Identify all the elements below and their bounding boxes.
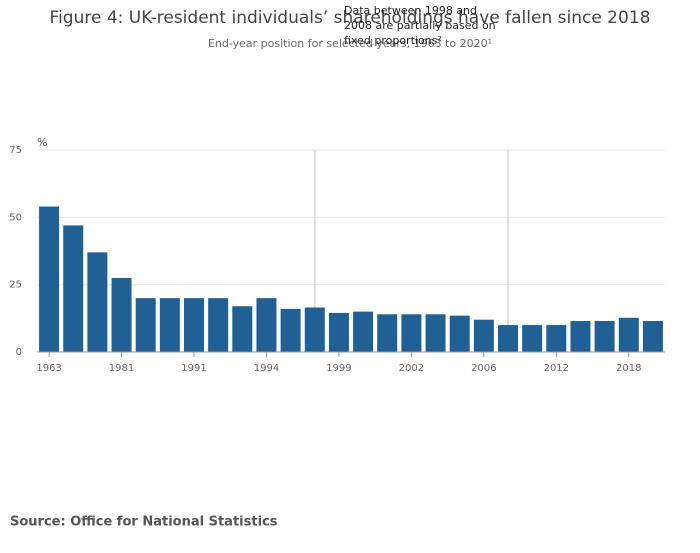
x-tick-label: 2002 <box>399 363 424 374</box>
bar <box>642 321 663 352</box>
bar <box>328 312 349 352</box>
annotation: fixed proportions² <box>344 34 442 47</box>
x-tick-label: 2018 <box>616 363 641 374</box>
y-tick-label: 25 <box>9 280 22 291</box>
y-tick-label: 75 <box>9 145 22 156</box>
x-tick-label: 1991 <box>181 363 206 374</box>
y-tick-label: 0 <box>16 347 22 358</box>
bar <box>159 298 180 352</box>
x-tick-label: 1981 <box>109 363 134 374</box>
annotation: Data between 1998 and <box>344 4 477 17</box>
chart-subtitle: End-year position for selected years, 19… <box>208 37 492 50</box>
bar <box>184 298 204 352</box>
bar <box>618 317 639 352</box>
bar <box>522 325 543 352</box>
source: Source: Office for National Statistics <box>10 515 278 530</box>
bar <box>425 314 446 352</box>
bar <box>353 311 374 352</box>
x-tick-label: 2012 <box>544 363 569 374</box>
chart-title: Figure 4: UK-resident individuals’ share… <box>50 8 651 28</box>
bar <box>208 298 229 352</box>
bar <box>304 307 325 352</box>
bar <box>473 319 494 352</box>
y-axis-label: % <box>37 136 47 149</box>
bar <box>280 308 301 352</box>
bar <box>449 315 470 352</box>
annotation: 2008 are partially based on <box>344 19 496 32</box>
y-tick-label: 50 <box>9 212 22 223</box>
bar <box>135 298 156 352</box>
x-tick-label: 1999 <box>326 363 351 374</box>
bar <box>570 321 591 352</box>
bar <box>546 325 567 352</box>
bar <box>87 252 108 352</box>
bar <box>377 314 398 352</box>
bar <box>111 277 132 352</box>
bar <box>39 206 60 352</box>
bar <box>232 306 253 352</box>
x-tick-label: 1963 <box>36 363 61 374</box>
bar <box>498 325 518 352</box>
bar <box>594 321 615 352</box>
bar <box>401 314 422 352</box>
bar <box>63 225 84 352</box>
x-tick-label: 2006 <box>471 363 496 374</box>
x-tick-label: 1994 <box>254 363 279 374</box>
bar <box>256 298 277 352</box>
